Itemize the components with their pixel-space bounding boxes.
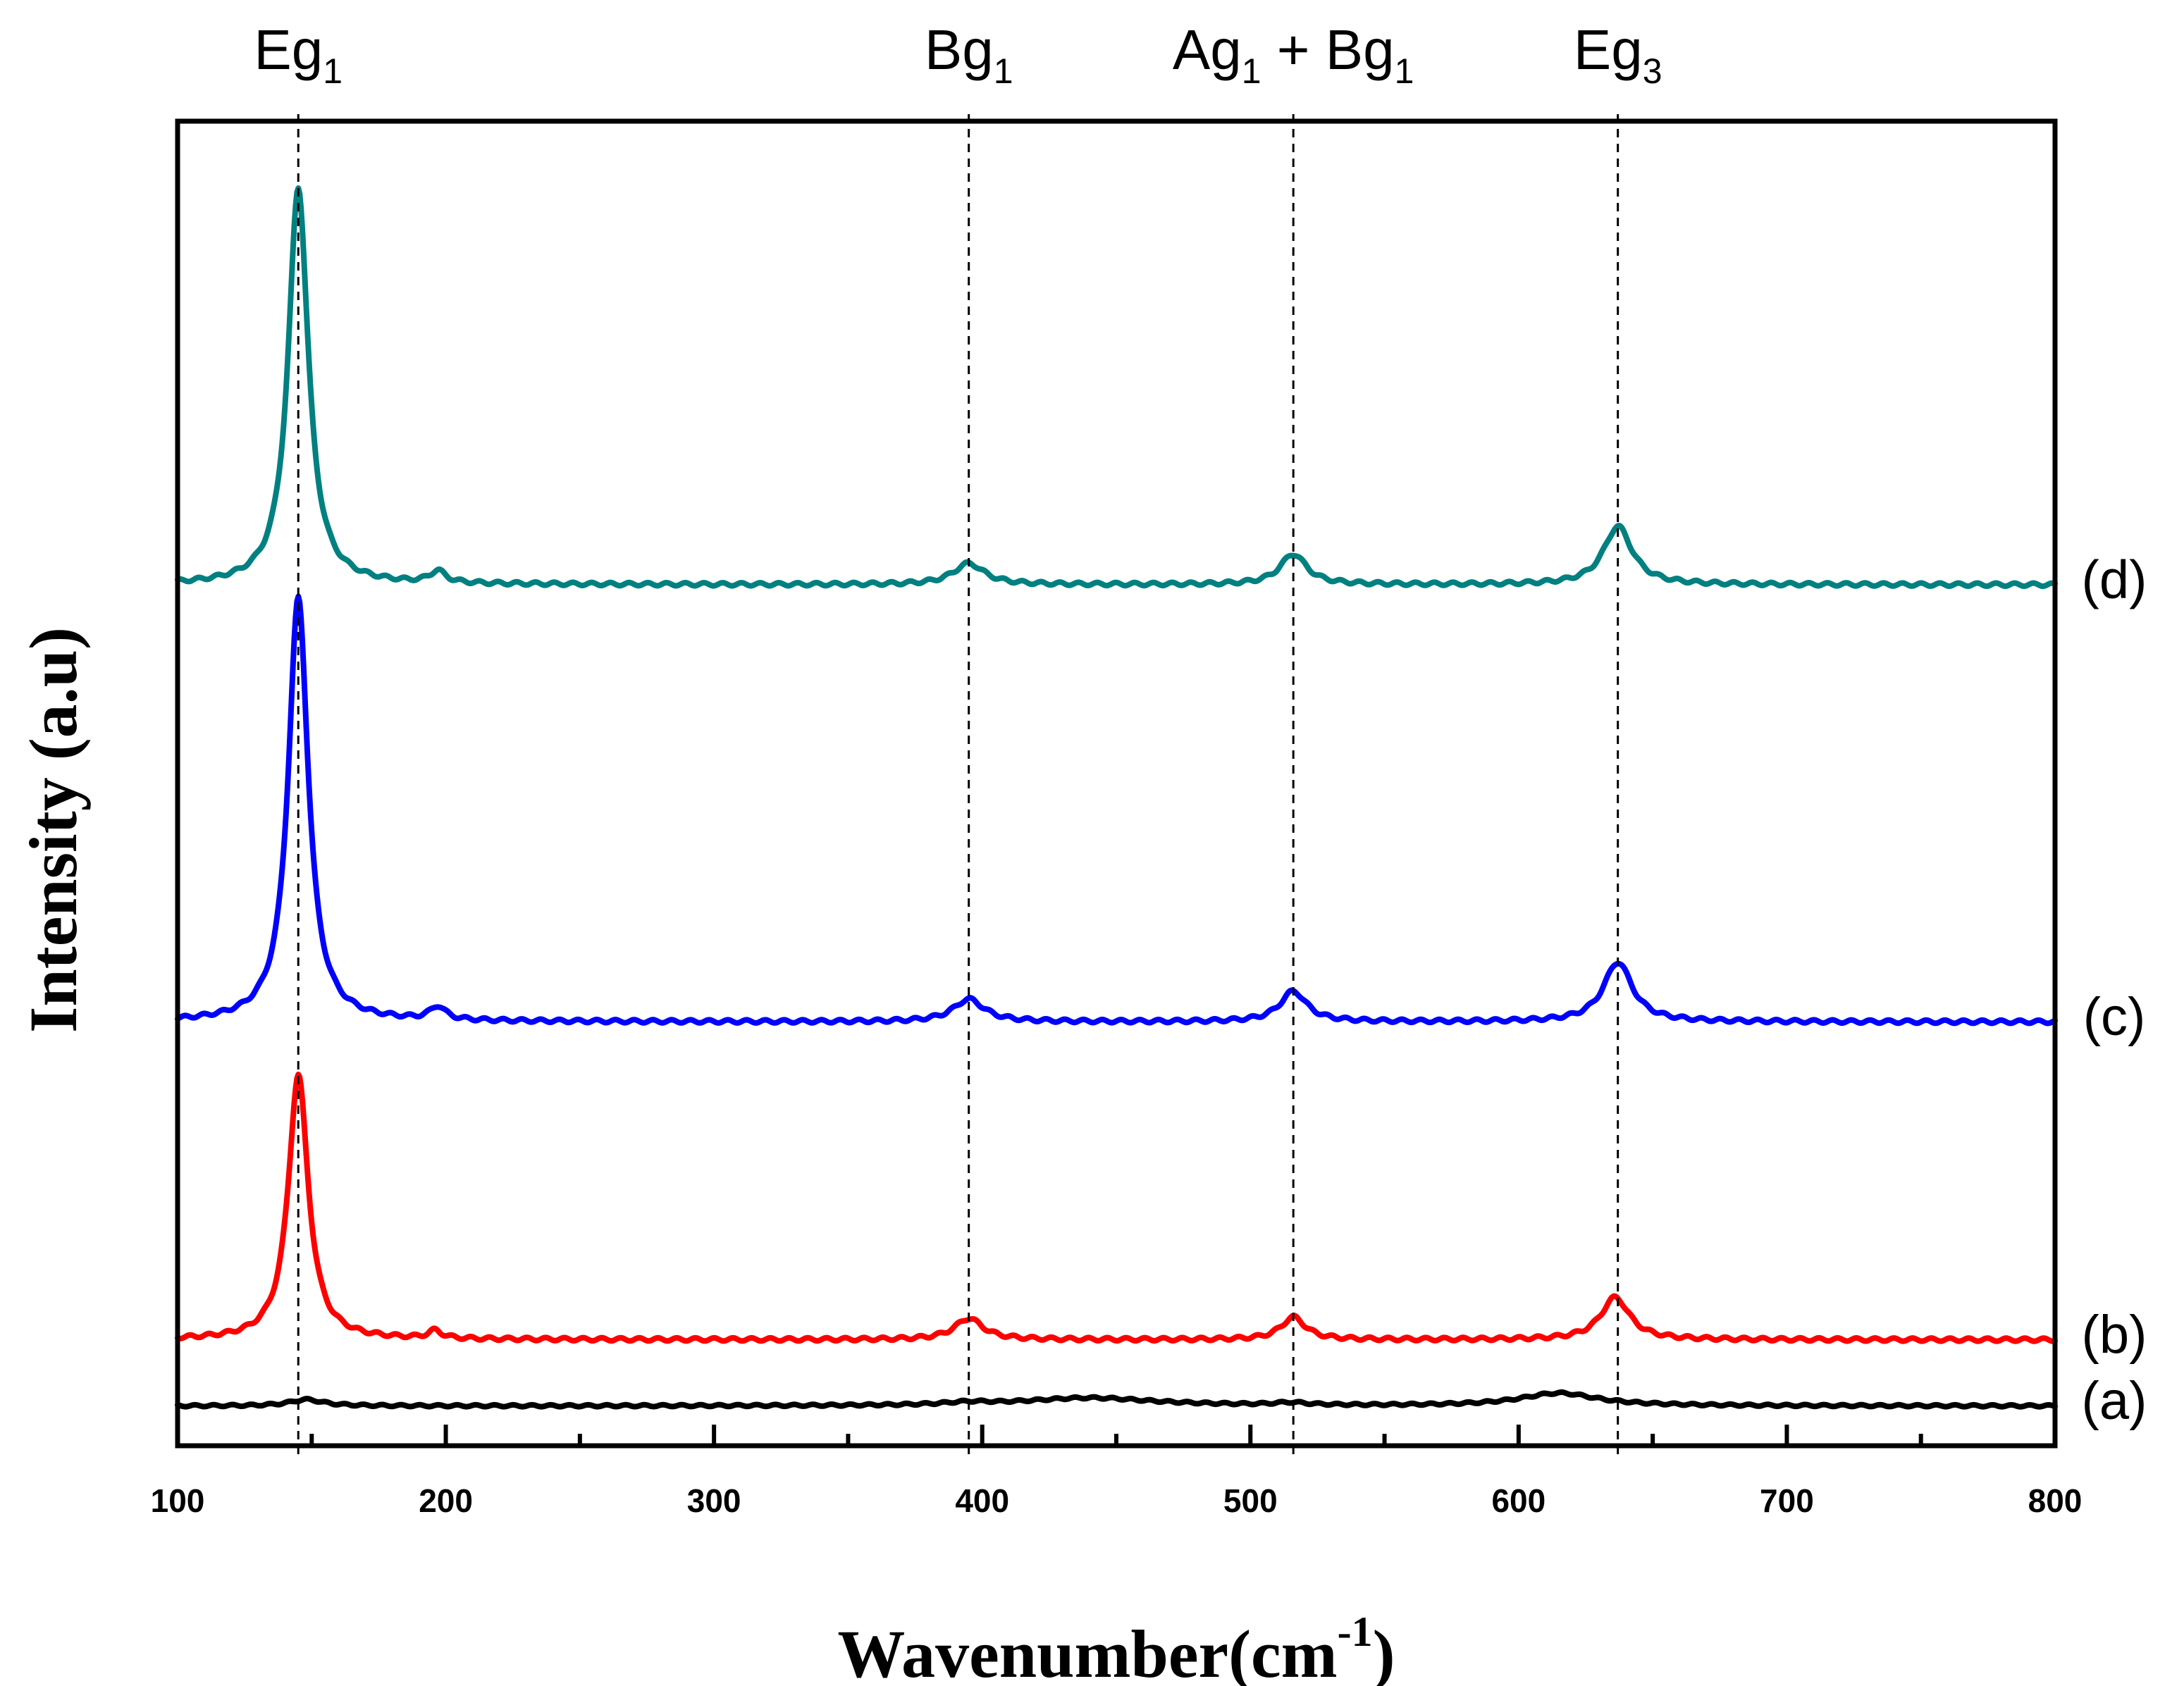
series-line-d [175, 185, 2058, 590]
x-tick-label-400: 400 [955, 1482, 1009, 1519]
series-line-a [175, 1389, 2058, 1410]
x-tick-label-800: 800 [2028, 1482, 2083, 1519]
peak-marker-label-4: Eg3 [1574, 18, 1662, 91]
peak-marker-label-2: Bg1 [925, 18, 1013, 91]
y-axis-title: Intensity (a.u) [16, 627, 91, 1033]
series-label-c: (c) [2083, 987, 2146, 1047]
x-tick-label-500: 500 [1223, 1482, 1278, 1519]
peak-marker-label-3: Ag1 + Bg1 [1173, 18, 1414, 91]
x-tick-label-200: 200 [419, 1482, 473, 1519]
x-tick-label-100: 100 [151, 1482, 205, 1519]
peak-marker-label-1: Eg1 [254, 18, 343, 91]
series-label-d: (d) [2082, 550, 2147, 609]
series-label-b: (b) [2082, 1305, 2147, 1365]
series-label-a: (a) [2082, 1371, 2147, 1431]
series-line-b [175, 1072, 2058, 1344]
x-tick-label-700: 700 [1760, 1482, 1814, 1519]
x-tick-label-300: 300 [687, 1482, 741, 1519]
series-line-c [175, 593, 2058, 1027]
x-axis-title: Wavenumber(cm-1) [837, 1608, 1395, 1686]
x-tick-label-600: 600 [1491, 1482, 1546, 1519]
